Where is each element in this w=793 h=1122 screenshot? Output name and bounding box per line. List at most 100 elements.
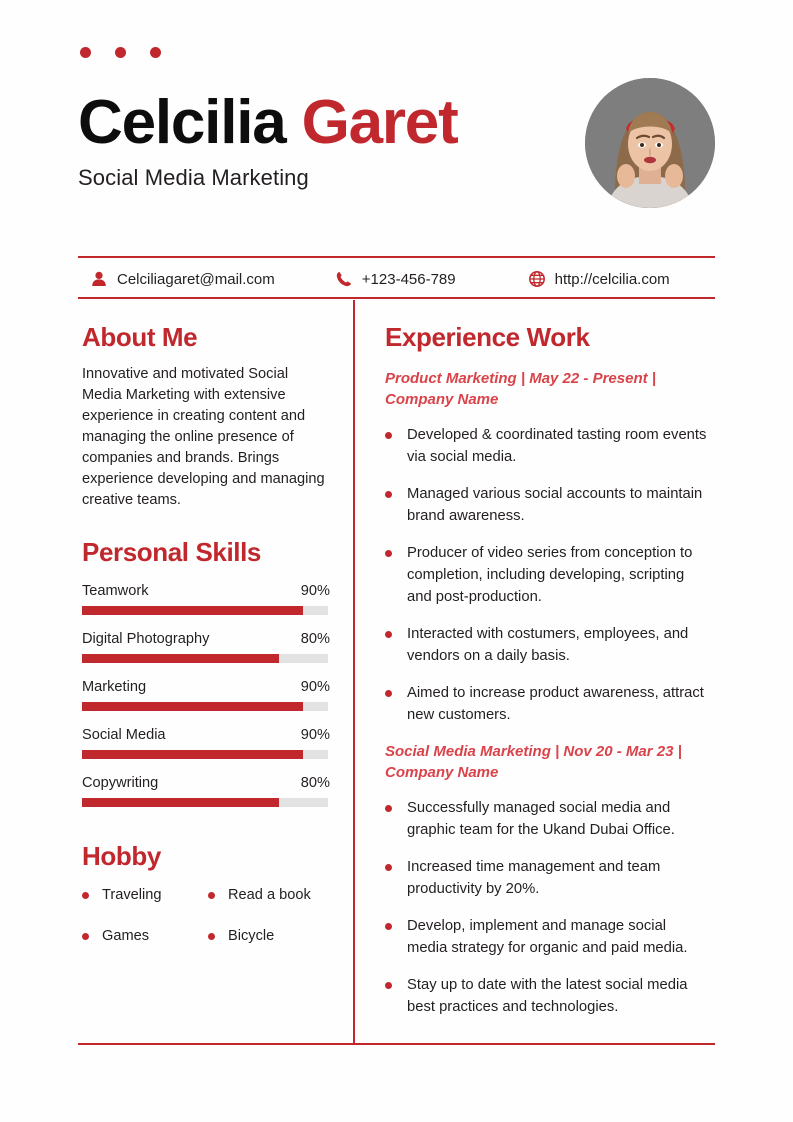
avatar — [585, 78, 715, 208]
hobby-item: Bicycle — [208, 928, 330, 944]
column-divider — [353, 300, 355, 1043]
hobby-heading: Hobby — [82, 841, 161, 871]
skill-bar-fill — [82, 606, 304, 615]
skill-bar-track — [82, 750, 328, 759]
bullet-icon — [385, 432, 392, 439]
bullet-icon — [385, 491, 392, 498]
skill-item: Copywriting 80% — [82, 775, 330, 807]
hobby-section: Hobby Traveling Read a book Games Bicycl… — [82, 841, 330, 944]
skill-label: Digital Photography — [82, 631, 210, 647]
job-bullet: Stay up to date with the latest social m… — [385, 974, 710, 1018]
job-entry: Product Marketing | May 22 - Present | C… — [385, 368, 710, 726]
globe-icon — [528, 271, 545, 287]
skill-label: Copywriting — [82, 775, 159, 791]
left-column: About Me Innovative and motivated Social… — [82, 322, 330, 944]
contact-bar: Celciliagaret@mail.com +123-456-789 http… — [78, 262, 715, 296]
experience-heading: Experience Work — [385, 322, 590, 352]
skill-bar-fill — [82, 750, 304, 759]
hobby-label: Traveling — [102, 887, 162, 903]
skill-bar-track — [82, 798, 328, 807]
last-name: Garet — [301, 88, 459, 157]
contact-email-text: Celciliagaret@mail.com — [117, 270, 275, 288]
skill-bar-fill — [82, 702, 304, 711]
skill-bar-track — [82, 702, 328, 711]
job-bullet-list: Developed & coordinated tasting room eve… — [385, 424, 710, 726]
name-block: Celcilia Garet Social Media Marketing — [78, 90, 548, 192]
skills-section: Personal Skills Teamwork 90% Digital Pho… — [82, 537, 330, 807]
job-entry: Social Media Marketing | Nov 20 - Mar 23… — [385, 741, 710, 1018]
bullet-icon — [208, 891, 215, 899]
job-bullet-text: Successfully managed social media and gr… — [407, 800, 675, 838]
job-bullet: Developed & coordinated tasting room eve… — [385, 424, 710, 468]
job-bullet-text: Managed various social accounts to maint… — [407, 486, 703, 524]
decorative-dots — [80, 47, 161, 58]
right-column: Experience Work Product Marketing | May … — [385, 322, 710, 1033]
first-name: Celcilia — [78, 88, 287, 157]
job-bullet-text: Developed & coordinated tasting room eve… — [407, 427, 707, 465]
contact-rule-top — [78, 256, 715, 258]
contact-website-text: http://celcilia.com — [554, 270, 670, 288]
job-bullet: Managed various social accounts to maint… — [385, 483, 710, 527]
job-bullet: Interacted with costumers, employees, an… — [385, 623, 710, 667]
job-bullet: Aimed to increase product awareness, att… — [385, 682, 710, 726]
skills-heading: Personal Skills — [82, 537, 261, 567]
skill-value: 90% — [300, 679, 330, 695]
job-subtitle: Social Media Marketing — [78, 165, 309, 190]
hobby-item: Read a book — [208, 887, 330, 903]
skill-item: Digital Photography 80% — [82, 631, 330, 663]
bullet-icon — [385, 982, 392, 989]
job-bullet: Develop, implement and manage social med… — [385, 915, 710, 959]
footer-rule — [78, 1043, 715, 1045]
skill-label: Teamwork — [82, 583, 149, 599]
skill-item: Teamwork 90% — [82, 583, 330, 615]
skill-bar-fill — [82, 654, 279, 663]
about-text: Innovative and motivated Social Media Ma… — [82, 366, 325, 508]
about-heading: About Me — [82, 322, 198, 352]
contact-website[interactable]: http://celcilia.com — [528, 270, 670, 288]
job-bullet-text: Aimed to increase product awareness, att… — [407, 685, 704, 723]
job-bullet-text: Interacted with costumers, employees, an… — [407, 626, 689, 664]
contact-rule-bottom — [78, 297, 715, 299]
person-icon — [92, 271, 106, 286]
bullet-icon — [208, 932, 215, 940]
contact-email[interactable]: Celciliagaret@mail.com — [90, 270, 275, 288]
contact-phone-text: +123-456-789 — [361, 270, 456, 288]
hobby-list: Traveling Read a book Games Bicycle — [82, 887, 330, 944]
skill-value: 90% — [300, 583, 330, 599]
hobby-label: Read a book — [228, 887, 311, 903]
skill-label: Social Media — [82, 727, 166, 743]
job-bullet-list: Successfully managed social media and gr… — [385, 797, 710, 1018]
bullet-icon — [385, 550, 392, 557]
skill-item: Social Media 90% — [82, 727, 330, 759]
job-title: Product Marketing | May 22 - Present | C… — [385, 370, 656, 408]
skill-value: 90% — [300, 727, 330, 743]
hobby-item: Games — [82, 928, 208, 944]
skill-bar-track — [82, 606, 328, 615]
job-title: Social Media Marketing | Nov 20 - Mar 23… — [385, 743, 682, 781]
bullet-icon — [385, 690, 392, 697]
bullet-icon — [82, 932, 89, 940]
dot-icon — [115, 47, 126, 58]
skill-item: Marketing 90% — [82, 679, 330, 711]
skill-value: 80% — [300, 775, 330, 791]
bullet-icon — [385, 923, 392, 930]
dot-icon — [150, 47, 161, 58]
page-title: Celcilia Garet — [78, 90, 548, 156]
skill-bar-track — [82, 654, 328, 663]
job-bullet: Increased time management and team produ… — [385, 856, 710, 900]
portrait-illustration — [585, 78, 715, 208]
hobby-label: Bicycle — [228, 928, 275, 944]
job-bullet: Successfully managed social media and gr… — [385, 797, 710, 841]
skill-bar-fill — [82, 798, 279, 807]
skill-label: Marketing — [82, 679, 147, 695]
skill-value: 80% — [300, 631, 330, 647]
contact-phone[interactable]: +123-456-789 — [335, 270, 456, 288]
phone-icon — [336, 271, 351, 287]
hobby-label: Games — [102, 928, 150, 944]
bullet-icon — [385, 805, 392, 812]
job-bullet-text: Producer of video series from conception… — [407, 545, 693, 605]
bullet-icon — [385, 631, 392, 638]
bullet-icon — [82, 891, 89, 899]
hobby-item: Traveling — [82, 887, 208, 903]
